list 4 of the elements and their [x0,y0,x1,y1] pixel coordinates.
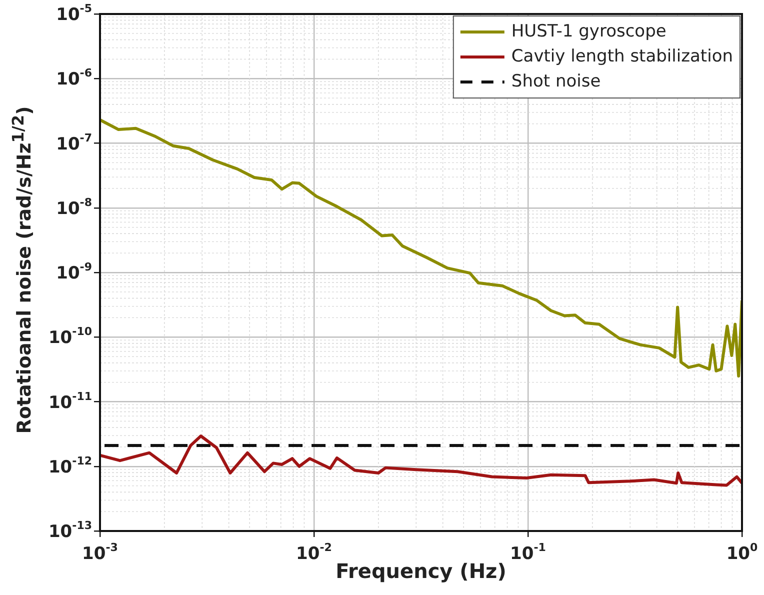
legend-label: Cavtiy length stabilization [511,46,734,66]
legend-label: Shot noise [511,71,601,92]
legend-label: HUST-1 gyroscope [511,21,666,42]
x-axis-title: Frequency (Hz) [336,559,506,584]
